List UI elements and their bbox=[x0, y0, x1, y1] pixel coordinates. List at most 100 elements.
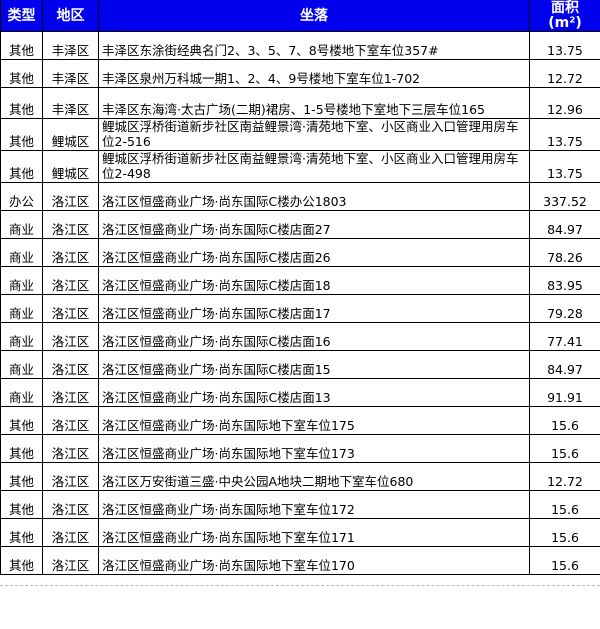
column-header-type: 类型 bbox=[0, 0, 43, 32]
cell-size: 84.97 bbox=[529, 350, 600, 379]
cell-location: 洛江区恒盛商业广场·尚东国际C楼店面13 bbox=[98, 378, 530, 407]
cell-size: 78.26 bbox=[529, 238, 600, 267]
cell-district: 洛江区 bbox=[42, 462, 99, 491]
cell-type: 商业 bbox=[0, 210, 43, 239]
table-row: 商业 洛江区 洛江区恒盛商业广场·尚东国际C楼店面26 78.26 bbox=[0, 238, 600, 267]
cell-size: 15.6 bbox=[529, 406, 600, 435]
cell-size: 15.6 bbox=[529, 518, 600, 547]
cell-district: 洛江区 bbox=[42, 434, 99, 463]
cell-location: 洛江区万安街道三盛·中央公园A地块二期地下室车位680 bbox=[98, 462, 530, 491]
cell-district: 洛江区 bbox=[42, 322, 99, 351]
cell-size: 15.6 bbox=[529, 546, 600, 575]
column-header-size-unit: (m²) bbox=[548, 15, 582, 31]
cell-location: 丰泽区东涂街经典名门2、3、5、7、8号楼地下室车位357# bbox=[98, 31, 530, 60]
cell-location: 洛江区恒盛商业广场·尚东国际地下室车位172 bbox=[98, 490, 530, 519]
table-row: 商业 洛江区 洛江区恒盛商业广场·尚东国际C楼店面15 84.97 bbox=[0, 350, 600, 379]
table-row: 其他 洛江区 洛江区恒盛商业广场·尚东国际地下室车位173 15.6 bbox=[0, 434, 600, 463]
cell-district: 鲤城区 bbox=[42, 150, 99, 183]
cell-district: 洛江区 bbox=[42, 378, 99, 407]
cell-type: 其他 bbox=[0, 150, 43, 183]
table-row: 商业 洛江区 洛江区恒盛商业广场·尚东国际C楼店面18 83.95 bbox=[0, 266, 600, 295]
cell-district: 丰泽区 bbox=[42, 31, 99, 60]
cell-location: 洛江区恒盛商业广场·尚东国际C楼店面15 bbox=[98, 350, 530, 379]
cell-size: 13.75 bbox=[529, 31, 600, 60]
cell-type: 商业 bbox=[0, 238, 43, 267]
cell-location: 鲤城区浮桥街道新步社区南益鲤景湾·清苑地下室、小区商业入口管理用房车位2-498 bbox=[98, 150, 530, 183]
table-row: 办公 洛江区 洛江区恒盛商业广场·尚东国际C楼办公1803 337.52 bbox=[0, 182, 600, 211]
cell-district: 丰泽区 bbox=[42, 87, 99, 119]
table-row: 其他 鲤城区 鲤城区浮桥街道新步社区南益鲤景湾·清苑地下室、小区商业入口管理用房车位… bbox=[0, 118, 600, 151]
cell-location: 洛江区恒盛商业广场·尚东国际地下室车位173 bbox=[98, 434, 530, 463]
table-row: 其他 丰泽区 丰泽区东海湾·太古广场(二期)裙房、1-5号楼地下室地下三层车位165… bbox=[0, 87, 600, 119]
cell-size: 13.75 bbox=[529, 118, 600, 151]
cell-type: 商业 bbox=[0, 322, 43, 351]
cell-type: 商业 bbox=[0, 294, 43, 323]
cell-type: 其他 bbox=[0, 31, 43, 60]
cell-location: 洛江区恒盛商业广场·尚东国际地下室车位170 bbox=[98, 546, 530, 575]
table-row: 其他 洛江区 洛江区恒盛商业广场·尚东国际地下室车位170 15.6 bbox=[0, 546, 600, 575]
cell-size: 15.6 bbox=[529, 490, 600, 519]
cell-district: 丰泽区 bbox=[42, 59, 99, 88]
table-row: 其他 洛江区 洛江区万安街道三盛·中央公园A地块二期地下室车位680 12.72 bbox=[0, 462, 600, 491]
table-row: 商业 洛江区 洛江区恒盛商业广场·尚东国际C楼店面17 79.28 bbox=[0, 294, 600, 323]
column-header-size: 面积 (m²) bbox=[529, 0, 600, 32]
property-listing-table: 类型 地区 坐落 面积 (m²) 其他 丰泽区 丰泽区东涂街经典名门2、3、5、7、… bbox=[0, 0, 600, 575]
cell-type: 其他 bbox=[0, 118, 43, 151]
cell-district: 洛江区 bbox=[42, 266, 99, 295]
cell-type: 其他 bbox=[0, 87, 43, 119]
cell-type: 其他 bbox=[0, 490, 43, 519]
table-row: 其他 丰泽区 丰泽区泉州万科城一期1、2、4、9号楼地下室车位1-702 12.72 bbox=[0, 59, 600, 88]
table-header: 类型 地区 坐落 面积 (m²) bbox=[0, 0, 600, 32]
table-row: 其他 洛江区 洛江区恒盛商业广场·尚东国际地下室车位172 15.6 bbox=[0, 490, 600, 519]
cell-district: 洛江区 bbox=[42, 518, 99, 547]
cell-location: 洛江区恒盛商业广场·尚东国际地下室车位175 bbox=[98, 406, 530, 435]
table-row: 其他 洛江区 洛江区恒盛商业广场·尚东国际地下室车位175 15.6 bbox=[0, 406, 600, 435]
cell-type: 其他 bbox=[0, 406, 43, 435]
cell-district: 洛江区 bbox=[42, 210, 99, 239]
cell-type: 其他 bbox=[0, 462, 43, 491]
cell-type: 其他 bbox=[0, 546, 43, 575]
cell-location: 洛江区恒盛商业广场·尚东国际地下室车位171 bbox=[98, 518, 530, 547]
cell-location: 丰泽区泉州万科城一期1、2、4、9号楼地下室车位1-702 bbox=[98, 59, 530, 88]
cell-location: 鲤城区浮桥街道新步社区南益鲤景湾·清苑地下室、小区商业入口管理用房车位2-516 bbox=[98, 118, 530, 151]
cell-size: 13.75 bbox=[529, 150, 600, 183]
cell-type: 办公 bbox=[0, 182, 43, 211]
column-header-size-title: 面积 bbox=[551, 0, 579, 16]
watermark-line bbox=[0, 585, 600, 586]
table-row: 商业 洛江区 洛江区恒盛商业广场·尚东国际C楼店面16 77.41 bbox=[0, 322, 600, 351]
cell-district: 洛江区 bbox=[42, 406, 99, 435]
cell-location: 洛江区恒盛商业广场·尚东国际C楼店面16 bbox=[98, 322, 530, 351]
cell-type: 商业 bbox=[0, 266, 43, 295]
cell-type: 其他 bbox=[0, 59, 43, 88]
table-row: 其他 丰泽区 丰泽区东涂街经典名门2、3、5、7、8号楼地下室车位357# 13.75 bbox=[0, 31, 600, 60]
cell-size: 337.52 bbox=[529, 182, 600, 211]
cell-type: 其他 bbox=[0, 518, 43, 547]
cell-location: 洛江区恒盛商业广场·尚东国际C楼店面17 bbox=[98, 294, 530, 323]
cell-location: 洛江区恒盛商业广场·尚东国际C楼店面18 bbox=[98, 266, 530, 295]
cell-size: 77.41 bbox=[529, 322, 600, 351]
cell-district: 洛江区 bbox=[42, 350, 99, 379]
cell-size: 12.96 bbox=[529, 87, 600, 119]
cell-district: 洛江区 bbox=[42, 238, 99, 267]
cell-district: 洛江区 bbox=[42, 546, 99, 575]
cell-location: 洛江区恒盛商业广场·尚东国际C楼店面27 bbox=[98, 210, 530, 239]
cell-size: 79.28 bbox=[529, 294, 600, 323]
table-row: 其他 洛江区 洛江区恒盛商业广场·尚东国际地下室车位171 15.6 bbox=[0, 518, 600, 547]
cell-district: 洛江区 bbox=[42, 490, 99, 519]
table-row: 其他 鲤城区 鲤城区浮桥街道新步社区南益鲤景湾·清苑地下室、小区商业入口管理用房车位… bbox=[0, 150, 600, 183]
cell-size: 83.95 bbox=[529, 266, 600, 295]
table-row: 商业 洛江区 洛江区恒盛商业广场·尚东国际C楼店面27 84.97 bbox=[0, 210, 600, 239]
header-row: 类型 地区 坐落 面积 (m²) bbox=[0, 0, 600, 32]
column-header-district: 地区 bbox=[42, 0, 99, 32]
cell-location: 洛江区恒盛商业广场·尚东国际C楼办公1803 bbox=[98, 182, 530, 211]
cell-district: 鲤城区 bbox=[42, 118, 99, 151]
column-header-location: 坐落 bbox=[98, 0, 530, 32]
cell-location: 洛江区恒盛商业广场·尚东国际C楼店面26 bbox=[98, 238, 530, 267]
cell-district: 洛江区 bbox=[42, 294, 99, 323]
cell-location: 丰泽区东海湾·太古广场(二期)裙房、1-5号楼地下室地下三层车位165 bbox=[98, 87, 530, 119]
cell-type: 其他 bbox=[0, 434, 43, 463]
cell-size: 84.97 bbox=[529, 210, 600, 239]
cell-type: 商业 bbox=[0, 378, 43, 407]
cell-district: 洛江区 bbox=[42, 182, 99, 211]
cell-size: 12.72 bbox=[529, 59, 600, 88]
